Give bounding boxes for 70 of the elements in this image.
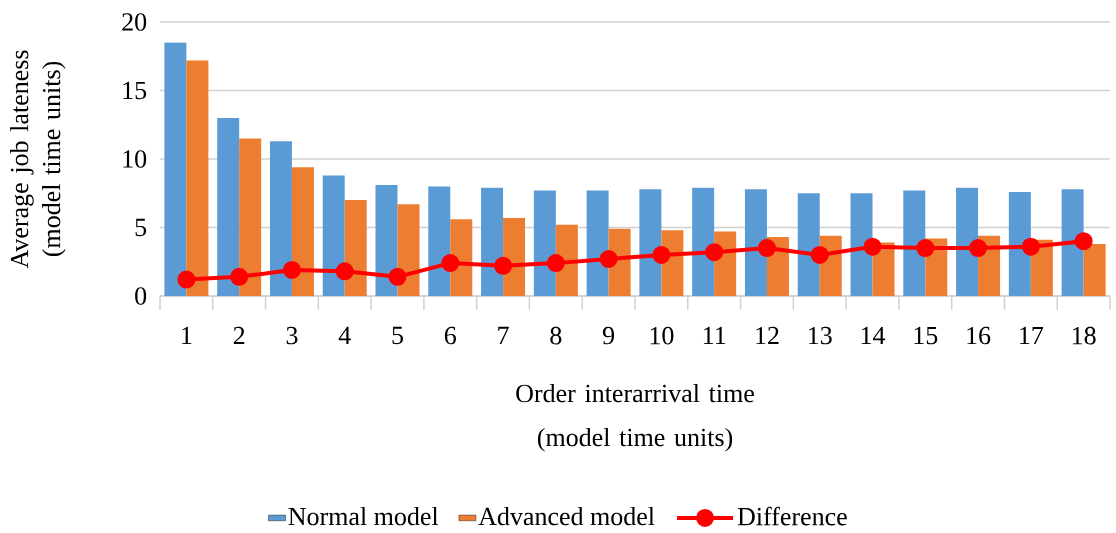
bar	[1083, 243, 1106, 296]
x-tick-label: 1	[182, 326, 192, 345]
point	[863, 237, 882, 256]
x-tick-label: 11	[703, 326, 726, 345]
bar	[164, 42, 187, 296]
bar	[797, 193, 820, 296]
y-tick-label: 5	[135, 218, 147, 237]
bar	[850, 193, 873, 296]
x-tick-label: 6	[444, 326, 457, 345]
point	[441, 254, 460, 273]
bar	[344, 200, 367, 296]
bar	[586, 190, 609, 296]
x-tick-label: 2	[233, 326, 245, 345]
y-tick-label: 0	[135, 287, 147, 305]
bar	[186, 60, 209, 296]
y-axis-title: Average job lateness (model time units)	[10, 50, 66, 269]
point	[388, 267, 407, 286]
bar	[692, 187, 715, 296]
point	[546, 254, 565, 273]
legend-label: Advanced model	[478, 506, 655, 526]
point	[652, 245, 671, 264]
point	[494, 256, 513, 275]
x-tick-label: 10	[650, 326, 674, 345]
bar	[481, 187, 504, 296]
bar	[239, 138, 262, 296]
bar	[322, 175, 345, 296]
bar	[375, 185, 398, 296]
x-tick-label: 7	[498, 326, 509, 344]
x-tick-label: 16	[967, 326, 991, 345]
x-tick-label: 5	[392, 326, 403, 345]
x-tick-label: 13	[809, 326, 832, 345]
bar	[1008, 191, 1031, 296]
bar	[639, 189, 662, 296]
legend-label: Normal model	[288, 506, 439, 526]
x-tick-label: 3	[286, 326, 298, 345]
x-tick-label: 12	[756, 326, 779, 345]
x-tick-label: 4	[338, 326, 351, 344]
x-tick-label: 15	[914, 326, 938, 345]
bar	[217, 117, 240, 296]
bar	[397, 204, 420, 296]
bar	[1061, 189, 1084, 296]
bar	[291, 167, 314, 296]
x-axis-title: Order interarrival time (model time units)	[516, 383, 754, 452]
point	[1074, 232, 1093, 251]
point	[916, 239, 935, 258]
point	[969, 239, 988, 258]
bar	[269, 141, 292, 296]
x-tick-label: 9	[602, 326, 615, 345]
point	[1021, 237, 1040, 256]
x-tick-label: 17	[1020, 326, 1044, 345]
y-tick-label: 20	[122, 13, 147, 31]
y-tick-label: 10	[123, 150, 147, 168]
bar	[744, 189, 767, 296]
x-tick-label: 18	[1072, 326, 1096, 345]
bar	[533, 190, 556, 296]
x-tick-label: 14	[861, 326, 886, 345]
x-tick-label: 8	[550, 326, 562, 345]
point	[705, 243, 724, 262]
point	[599, 250, 618, 269]
y-tick-label: 15	[123, 81, 147, 100]
bar	[903, 190, 926, 296]
point	[810, 245, 829, 264]
bar	[428, 186, 451, 296]
legend-label: Difference	[737, 506, 847, 526]
point	[757, 239, 776, 258]
point	[177, 270, 196, 289]
point	[335, 262, 354, 281]
point	[282, 260, 301, 279]
point	[230, 267, 249, 286]
bar	[956, 187, 979, 296]
